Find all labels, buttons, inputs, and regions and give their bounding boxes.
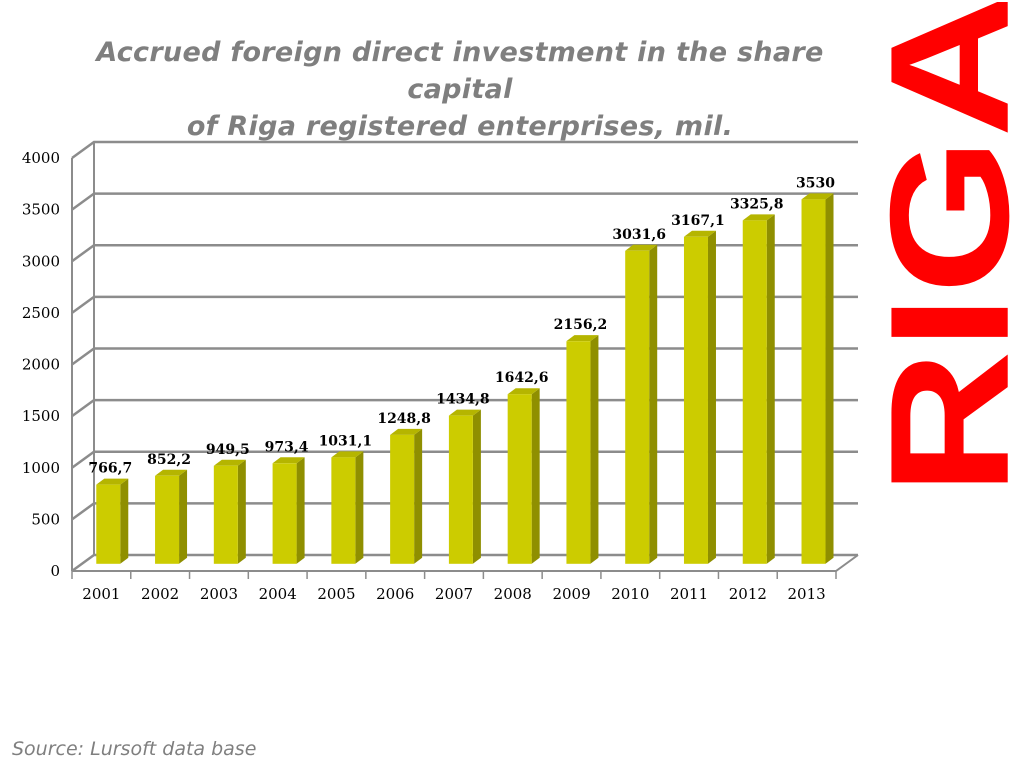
bar-side: [355, 451, 364, 564]
bar: [213, 465, 238, 564]
bar: [507, 394, 532, 564]
bar-top: [331, 451, 364, 458]
bar-top: [507, 388, 540, 395]
chart-title: Accrued foreign direct investment in the…: [40, 34, 880, 145]
bar: [801, 199, 826, 564]
gridline: [71, 295, 858, 314]
bar-side: [707, 230, 716, 564]
x-tick-label: 2008: [494, 585, 532, 603]
bar: [625, 250, 650, 564]
bar-side: [649, 244, 658, 564]
bar-side: [296, 457, 305, 564]
x-tick-label: 2005: [317, 585, 355, 603]
bar-side: [531, 388, 540, 564]
y-tick-label: 0: [50, 562, 60, 580]
bar: [566, 341, 591, 564]
bar-side: [766, 214, 775, 564]
data-label: 3167,1: [671, 213, 725, 229]
y-tick-label: 3000: [22, 252, 60, 270]
gridline: [71, 192, 858, 211]
data-label: 1031,1: [319, 433, 373, 449]
gridline: [71, 553, 858, 573]
y-tick-label: 2500: [22, 304, 60, 322]
bar-top: [742, 214, 775, 221]
x-tick-label: 2011: [670, 585, 708, 603]
bar-side: [237, 459, 246, 564]
bar-top: [155, 469, 188, 476]
bar-side: [590, 335, 599, 564]
x-tick-label: 2001: [82, 585, 120, 603]
y-tick-label: 1500: [22, 407, 60, 425]
y-tick-label: 500: [31, 510, 60, 528]
bar-top: [213, 459, 246, 466]
source-note: Source: Lursoft data base: [12, 738, 257, 760]
bar-top: [683, 230, 716, 237]
bar-side: [120, 478, 129, 564]
gridline: [71, 244, 858, 263]
gridline: [71, 398, 858, 418]
data-label: 852,2: [147, 452, 191, 468]
data-label: 1434,8: [436, 392, 490, 408]
y-tick-label: 4000: [22, 149, 60, 167]
bar-top: [801, 193, 834, 200]
data-label: 1248,8: [377, 411, 431, 427]
data-label: 949,5: [206, 442, 250, 458]
x-tick-label: 2007: [435, 585, 473, 603]
data-label: 973,4: [265, 439, 309, 455]
gridline: [71, 347, 858, 366]
x-tick-label: 2013: [788, 585, 826, 603]
x-tick-label: 2010: [611, 585, 649, 603]
bar: [390, 434, 415, 564]
y-tick-label: 1000: [22, 459, 60, 477]
data-label: 1642,6: [495, 370, 549, 386]
bar-top: [448, 409, 481, 416]
bar: [331, 457, 356, 564]
riga-logo-text: RIGA: [872, 2, 1024, 486]
gridline: [71, 140, 858, 160]
gridline: [71, 450, 858, 469]
x-tick-label: 2009: [552, 585, 590, 603]
y-tick-label: 3500: [22, 201, 60, 219]
bar-side: [414, 428, 423, 564]
chart-title-line-1: Accrued foreign direct investment in the…: [96, 37, 824, 105]
bar-top: [390, 428, 423, 435]
bar-top: [96, 478, 129, 485]
bar: [155, 475, 180, 564]
data-label: 3325,8: [730, 196, 784, 212]
data-label: 3031,6: [612, 227, 666, 243]
bar: [272, 463, 297, 564]
gridline: [71, 502, 858, 521]
x-tick-label: 2003: [200, 585, 238, 603]
bar-top: [566, 335, 599, 342]
bar: [683, 236, 708, 564]
data-label: 766,7: [88, 461, 132, 477]
bar: [448, 415, 473, 564]
x-tick-label: 2006: [376, 585, 414, 603]
bar-side: [179, 469, 188, 564]
riga-logo: RIGA: [872, 2, 1024, 486]
data-label: 2156,2: [554, 317, 608, 333]
data-label: 3530: [796, 175, 835, 191]
x-tick-label: 2002: [141, 585, 179, 603]
x-tick-label: 2004: [259, 585, 297, 603]
bar: [742, 220, 767, 564]
y-tick-label: 2000: [22, 356, 60, 374]
bar-side: [472, 409, 481, 564]
x-tick-label: 2012: [729, 585, 767, 603]
bar-top: [272, 457, 305, 464]
bar-top: [625, 244, 658, 251]
bar-side: [825, 193, 834, 564]
chart-title-line-2: of Riga registered enterprises, mil.: [186, 111, 734, 142]
bar: [96, 484, 121, 564]
